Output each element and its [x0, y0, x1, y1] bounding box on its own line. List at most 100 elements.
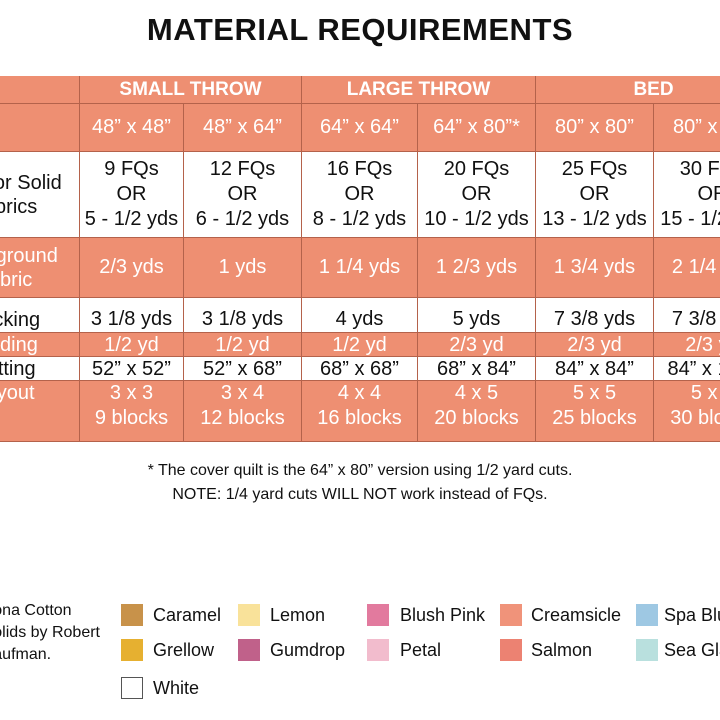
table-cell: 1 1/4 yds — [302, 238, 418, 298]
cell-line: 1 2/3 yds — [435, 256, 518, 278]
cell-line: 1/2 yd — [215, 333, 270, 356]
table-cell: 1 3/4 yds — [536, 238, 654, 298]
row-label-line: Binding — [0, 333, 38, 356]
size-header: 48” x 64” — [184, 104, 302, 152]
table-cell: 5 yds — [418, 298, 536, 333]
cell-line: 16 FQs — [326, 158, 393, 180]
table-cell: 2/3 yds — [80, 238, 184, 298]
cell-line: 5 yds — [452, 308, 501, 330]
table-cell: 16 FQs OR 8 - 1/2 yds — [302, 152, 418, 238]
cell-line: 84” x 100” — [667, 357, 720, 380]
size-header: 64” x 64” — [302, 104, 418, 152]
row-label: Backing — [0, 298, 80, 333]
swatch-label: Blush Pink — [400, 605, 486, 625]
cell-line: 25 blocks — [552, 407, 637, 429]
table-cell: 4 x 5 20 blocks — [418, 381, 536, 442]
swatch — [367, 639, 389, 661]
cell-line: 3 1/8 yds — [90, 308, 173, 330]
swatch — [238, 604, 260, 626]
cell-line: 1 3/4 yds — [553, 256, 636, 278]
cell-line: 3 x 3 — [109, 382, 154, 404]
table-cell: 2/3 yd — [536, 333, 654, 357]
cell-line: 2 1/4 yds — [671, 256, 720, 278]
cell-line: 7 3/8 yds — [553, 308, 636, 330]
cell-line: 8 - 1/2 yds — [312, 208, 407, 230]
cell-line: 5 x 5 — [572, 382, 617, 404]
cell-line: 12 blocks — [200, 407, 285, 429]
table-cell: 68” x 68” — [302, 357, 418, 381]
row-label-line: Layout — [0, 382, 35, 404]
cell-line: OR — [461, 183, 492, 205]
row-label: Binding — [0, 333, 80, 357]
cell-line: 30 blocks — [670, 407, 720, 429]
table-cell: 30 FQs OR 15 - 1/2 yds — [654, 152, 720, 238]
size-header: 64” x 80”* — [418, 104, 536, 152]
swatch — [500, 604, 522, 626]
cell-line: 2/3 yd — [685, 333, 720, 356]
row-label: BackgroundFabric — [0, 238, 80, 298]
table-cell: 52” x 68” — [184, 357, 302, 381]
table-cell: 4 x 4 16 blocks — [302, 381, 418, 442]
table-cell: 5 x 6 30 blocks — [654, 381, 720, 442]
cell-line: 6 - 1/2 yds — [195, 208, 290, 230]
caption-line: Kona Cotton — [0, 602, 72, 619]
note: NOTE: 1/4 yard cuts WILL NOT work instea… — [172, 486, 548, 503]
row-label-line: Backing — [0, 309, 41, 331]
cell-line: OR — [344, 183, 375, 205]
cell-line: 20 FQs — [443, 158, 510, 180]
table-cell: 1/2 yd — [80, 333, 184, 357]
cell-line: 5 - 1/2 yds — [84, 208, 179, 230]
table-cell: 2/3 yd — [418, 333, 536, 357]
table-cell: 3 x 4 12 blocks — [184, 381, 302, 442]
table-cell: 68” x 84” — [418, 357, 536, 381]
row-label-line: Fabrics — [0, 195, 38, 218]
row-label-line: Background — [0, 244, 58, 267]
cell-line: 15 - 1/2 yds — [660, 208, 720, 230]
footnote: * The cover quilt is the 64” x 80” versi… — [147, 462, 573, 479]
swatch-label: White — [153, 678, 200, 698]
table-cell: 20 FQs OR 10 - 1/2 yds — [418, 152, 536, 238]
legend-caption: Kona Cotton Solids by Robert Kaufman. — [0, 600, 100, 666]
row-label: Layout — [0, 381, 80, 442]
row-label-line: Batting — [0, 357, 36, 380]
cell-line: 9 blocks — [94, 407, 169, 429]
swatch — [636, 604, 658, 626]
table-cell: 7 3/8 yds — [654, 298, 720, 333]
title: MATERIAL REQUIREMENTS — [146, 12, 574, 47]
swatch — [500, 639, 522, 661]
cell-line: 20 blocks — [434, 407, 519, 429]
requirements-table: SMALL THROW LARGE THROW BED 48” x 48” 48” x … — [0, 76, 720, 443]
cell-line: 2/3 yd — [567, 333, 622, 356]
group-header: BED — [536, 76, 720, 104]
cell-line: 52” x 68” — [203, 357, 282, 380]
cell-line: 16 blocks — [317, 407, 402, 429]
caption-line: Kaufman. — [0, 646, 52, 663]
table-cell: 3 x 3 9 blocks — [80, 381, 184, 442]
cell-line: 3 1/8 yds — [201, 308, 284, 330]
swatch-label: Gumdrop — [270, 640, 346, 660]
cell-line: 25 FQs — [561, 158, 628, 180]
swatch — [121, 604, 143, 626]
table-cell: 3 1/8 yds — [184, 298, 302, 333]
cell-line: 30 FQs — [679, 158, 720, 180]
table-cell: 1/2 yd — [184, 333, 302, 357]
table-cell: 2/3 yd — [654, 333, 720, 357]
cell-line: 7 3/8 yds — [671, 308, 720, 330]
cell-line: 1 1/4 yds — [318, 256, 401, 278]
table-cell: 84” x 100” — [654, 357, 720, 381]
table-cell: 2 1/4 yds — [654, 238, 720, 298]
swatch-label: Lemon — [270, 605, 326, 625]
table-cell: 1 yds — [184, 238, 302, 298]
table-cell: 5 x 5 25 blocks — [536, 381, 654, 442]
cell-line: 1/2 yd — [332, 333, 387, 356]
cell-line: 3 x 4 — [220, 382, 265, 404]
table-cell: 7 3/8 yds — [536, 298, 654, 333]
cell-line: 13 - 1/2 yds — [542, 208, 647, 230]
table-cell: 1/2 yd — [302, 333, 418, 357]
row-label-line: Fabric — [0, 268, 33, 291]
swatch — [121, 639, 143, 661]
cell-line: 2/3 yds — [99, 256, 164, 278]
group-header: SMALL THROW — [80, 76, 302, 104]
swatch-label: Salmon — [531, 640, 593, 660]
